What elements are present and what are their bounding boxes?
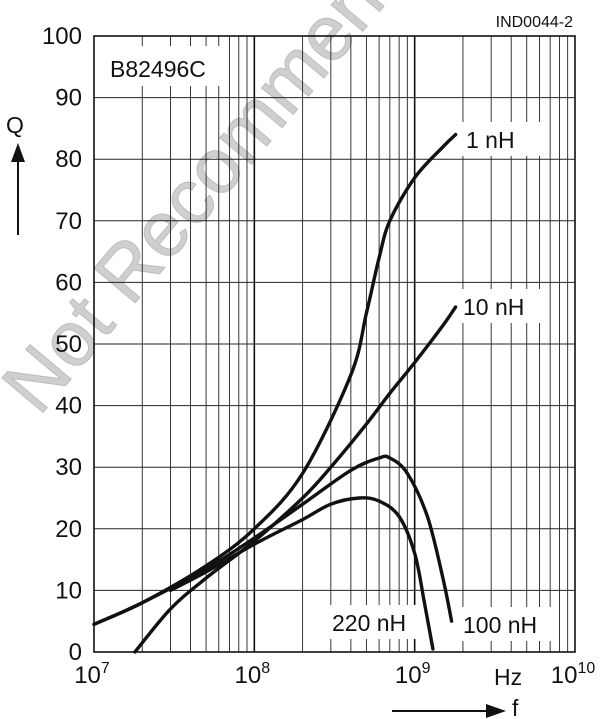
series-line-100-nh [92, 454, 454, 626]
series-labels: 1 nH 10 nH 100 nH 220 nH [328, 122, 551, 641]
series-line-10-nh [133, 305, 458, 654]
y-tick-label: 70 [55, 208, 82, 235]
x-axis-label: f [512, 695, 519, 719]
series-label: 1 nH [466, 127, 515, 153]
plot-frame [93, 35, 576, 653]
series-label: 100 nH [463, 612, 537, 638]
series-label-bg [462, 122, 542, 156]
y-tick-label: 20 [55, 516, 82, 543]
x-tick-label: 109 [395, 660, 431, 689]
y-tick-label: 60 [55, 269, 82, 296]
y-tick-labels: 0 10 20 30 40 50 60 70 80 90 100 [42, 23, 82, 666]
series-label-bg [459, 289, 547, 323]
y-axis-label: Q [6, 112, 24, 138]
part-number-box [102, 46, 222, 86]
y-axis-arrow [11, 143, 25, 235]
x-tick-label: 1010 [551, 660, 596, 689]
x-tick-label: 107 [74, 660, 110, 689]
series-label: 10 nH [463, 294, 524, 320]
series-line-220-nh [168, 496, 435, 651]
y-tick-label: 80 [55, 146, 82, 173]
x-tick-label: 108 [235, 660, 271, 689]
series-label-bg [328, 605, 420, 639]
y-tick-label: 90 [55, 85, 82, 112]
y-tick-label: 30 [55, 454, 82, 481]
part-number: B82496C [110, 56, 206, 82]
y-tick-label: 40 [55, 393, 82, 420]
x-tick-labels: 107 108 109 1010 [74, 660, 595, 689]
unit-box [490, 662, 532, 690]
y-tick-label: 10 [55, 577, 82, 604]
y-tick-label: 50 [55, 331, 82, 358]
series-layer [92, 132, 458, 654]
y-tick-label: 100 [42, 23, 82, 50]
x-axis-unit: Hz [494, 664, 522, 690]
doc-id: IND0044-2 [496, 14, 573, 31]
series-label: 220 nH [332, 610, 406, 636]
y-tick-label: 0 [69, 639, 82, 666]
plot-border [93, 35, 576, 653]
series-line-1-nh [92, 132, 458, 626]
x-axis-arrow [392, 704, 506, 718]
series-label-bg [459, 607, 551, 641]
